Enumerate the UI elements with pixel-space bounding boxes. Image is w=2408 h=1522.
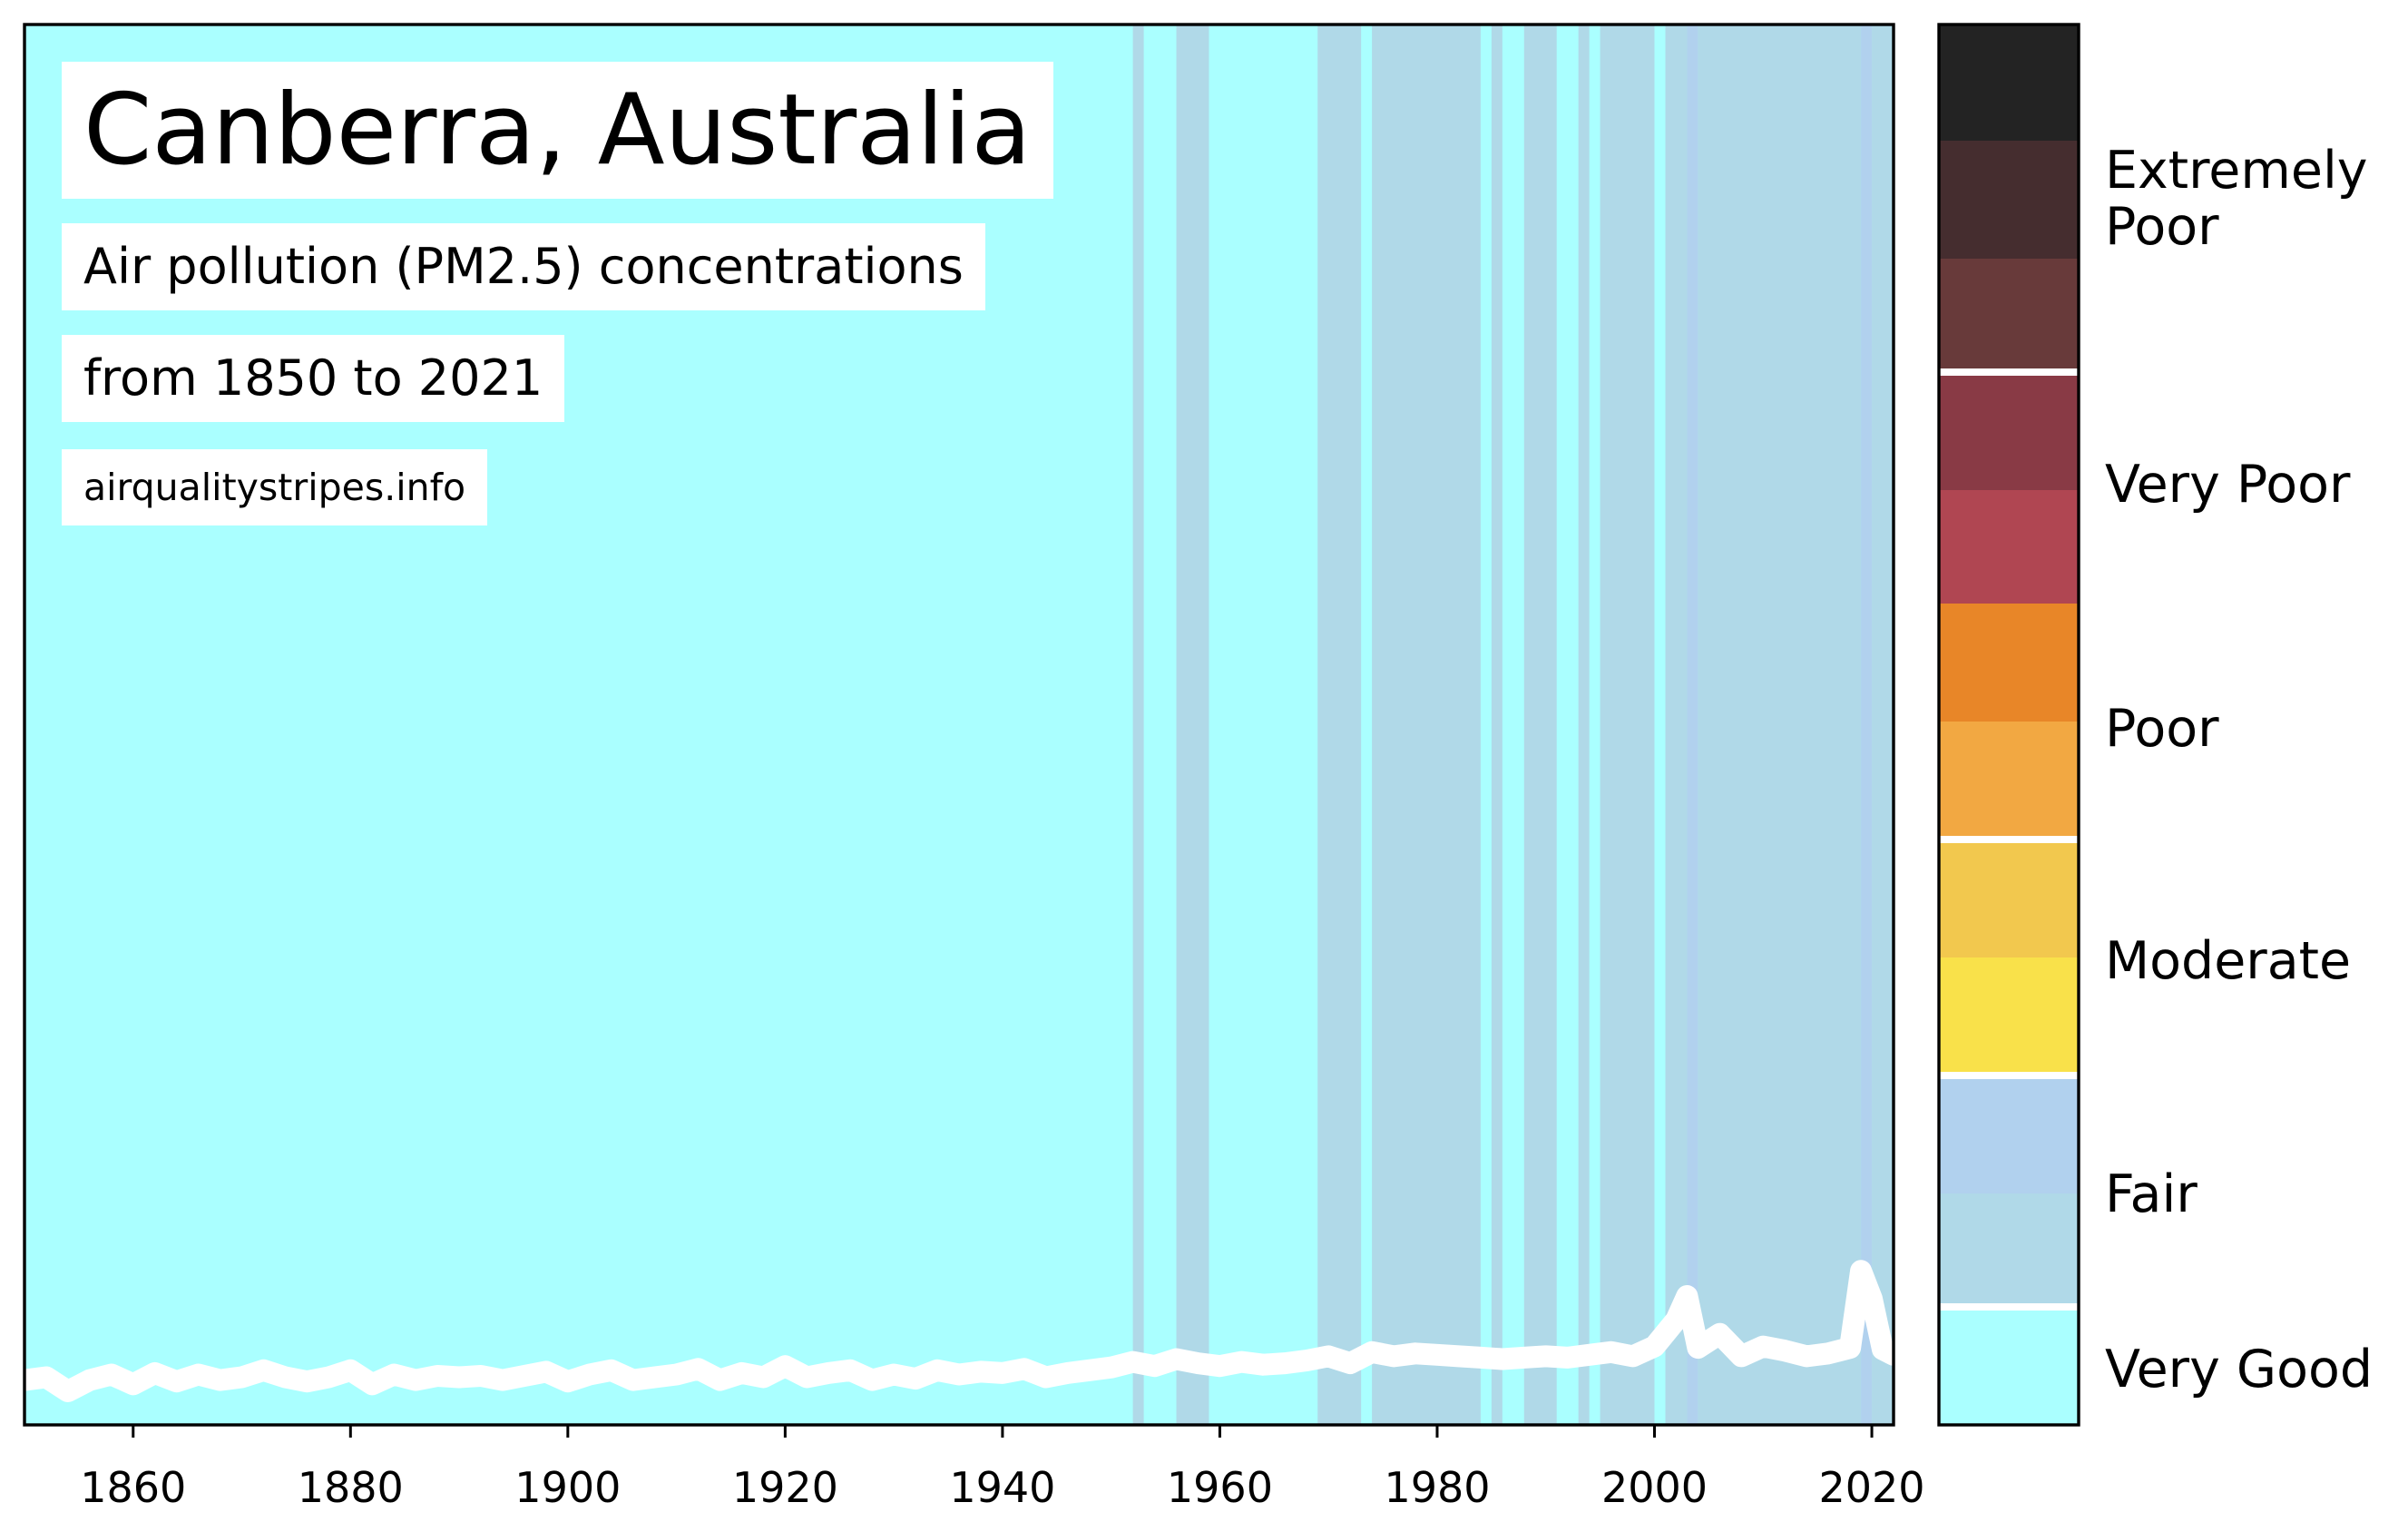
stripe-1974 bbox=[1372, 25, 1481, 1425]
colorbar-blocks bbox=[1939, 25, 2079, 1425]
stripe-1969 bbox=[1317, 25, 1362, 1425]
x-tick-label: 1880 bbox=[298, 1463, 404, 1512]
x-tick-label: 1900 bbox=[514, 1463, 621, 1512]
chart-title: Canberra, Australia bbox=[62, 62, 1053, 199]
x-tick-label: 1980 bbox=[1384, 1463, 1490, 1512]
stripe-1952 bbox=[1132, 25, 1144, 1425]
colorbar: Extremely Poor Very Poor Poor Moderate F… bbox=[1937, 23, 2373, 1427]
colorbar-block-fair-light bbox=[1939, 1193, 2079, 1307]
plot-frame bbox=[23, 23, 1895, 1427]
colorbar-block-poor-dark bbox=[1939, 604, 2079, 722]
stripe-2003 bbox=[1687, 25, 1698, 1425]
chart-date-range: from 1850 to 2021 bbox=[62, 335, 565, 422]
x-tick-label: 1920 bbox=[732, 1463, 838, 1512]
colorbar-block-fair-dark bbox=[1939, 1075, 2079, 1193]
colorbar-block-moderate-dark bbox=[1939, 840, 2079, 957]
x-tick-label: 1860 bbox=[80, 1463, 186, 1512]
stripe-2020 bbox=[1872, 25, 1894, 1425]
x-axis: 1860 1880 1900 1920 1940 1960 1980 2000 2020 bbox=[80, 1425, 1925, 1512]
colorbar-block-very-poor-light bbox=[1939, 490, 2079, 604]
x-tick-label: 1960 bbox=[1167, 1463, 1273, 1512]
stripe-1956 bbox=[1176, 25, 1209, 1425]
chart-subtitle: Air pollution (PM2.5) concentrations bbox=[62, 223, 985, 310]
x-tick-label: 2020 bbox=[1819, 1463, 1925, 1512]
colorbar-block-moderate-light bbox=[1939, 957, 2079, 1075]
stripe-1988 bbox=[1523, 25, 1557, 1425]
x-tick-label: 1940 bbox=[949, 1463, 1055, 1512]
colorbar-label-poor: Poor bbox=[2105, 699, 2219, 759]
colorbar-block-very-poor-dark bbox=[1939, 372, 2079, 490]
colorbar-block-very-good bbox=[1939, 1307, 2079, 1425]
colorbar-label-very-good: Very Good bbox=[2105, 1340, 2373, 1399]
colorbar-label-fair: Fair bbox=[2105, 1164, 2198, 1224]
chart-source: airqualitystripes.info bbox=[62, 449, 488, 525]
colorbar-label-extremely-poor-2: Poor bbox=[2105, 197, 2219, 257]
colorbar-label-moderate: Moderate bbox=[2105, 931, 2351, 991]
colorbar-block-extremely-poor-3 bbox=[1939, 25, 2079, 141]
colorbar-frame bbox=[1937, 23, 2080, 1427]
pollution-stripes bbox=[1132, 25, 1894, 1425]
colorbar-block-extremely-poor-1 bbox=[1939, 259, 2079, 372]
stripe-2001 bbox=[1665, 25, 1688, 1425]
stripe-1993 bbox=[1578, 25, 1590, 1425]
colorbar-label-extremely-poor-1: Extremely bbox=[2105, 141, 2368, 201]
stripe-2004 bbox=[1698, 25, 1862, 1425]
stripe-1995 bbox=[1600, 25, 1655, 1425]
colorbar-label-very-poor: Very Poor bbox=[2105, 455, 2351, 515]
stripe-2019 bbox=[1861, 25, 1873, 1425]
x-tick-label: 2000 bbox=[1601, 1463, 1708, 1512]
colorbar-block-extremely-poor-2 bbox=[1939, 141, 2079, 259]
stripe-1985 bbox=[1491, 25, 1503, 1425]
colorbar-block-poor-light bbox=[1939, 722, 2079, 840]
pm25-line bbox=[14, 1260, 1904, 1402]
